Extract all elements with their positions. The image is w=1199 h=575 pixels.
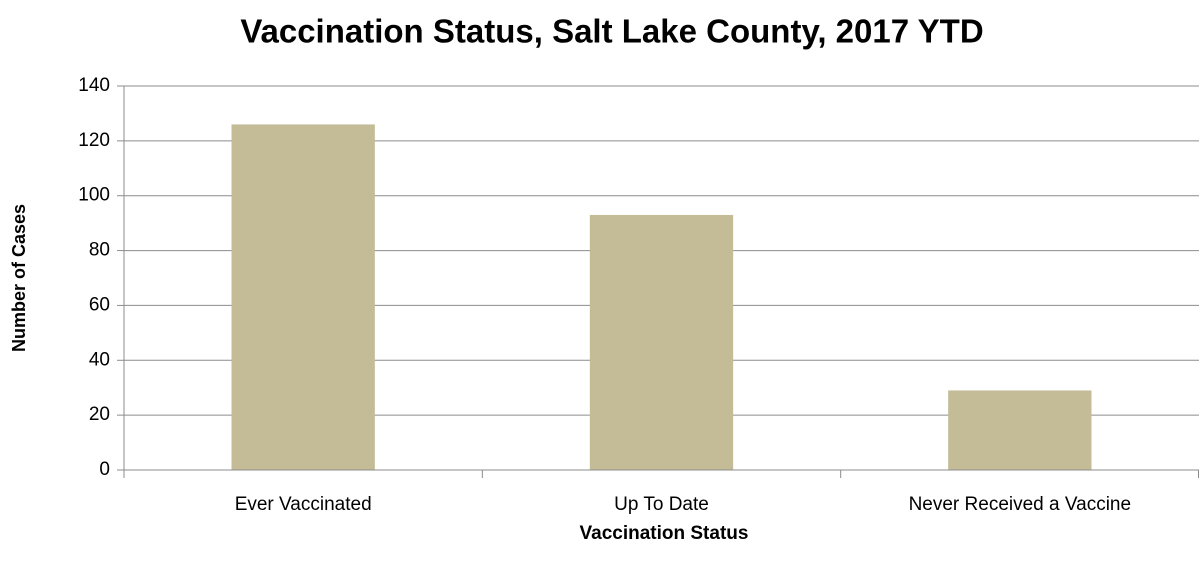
y-tick-label: 0: [99, 459, 110, 480]
y-axis-label: Number of Cases: [9, 204, 29, 352]
bar: [589, 214, 734, 470]
x-axis-label: Vaccination Status: [580, 523, 749, 544]
bar: [948, 390, 1092, 470]
y-tick-label: 80: [89, 240, 110, 261]
x-tick-label: Ever Vaccinated: [235, 494, 372, 515]
bar: [231, 124, 375, 471]
y-tick-label: 100: [78, 185, 110, 206]
y-tick-label: 40: [89, 349, 110, 370]
x-tick-label: Never Received a Vaccine: [909, 494, 1131, 515]
y-tick-label: 140: [78, 75, 110, 96]
x-tick-label: Up To Date: [614, 494, 709, 515]
chart-title: Vaccination Status, Salt Lake County, 20…: [240, 13, 983, 50]
y-tick-label: 120: [78, 130, 110, 151]
y-tick-label: 60: [89, 294, 110, 315]
y-tick-label: 20: [89, 404, 110, 425]
